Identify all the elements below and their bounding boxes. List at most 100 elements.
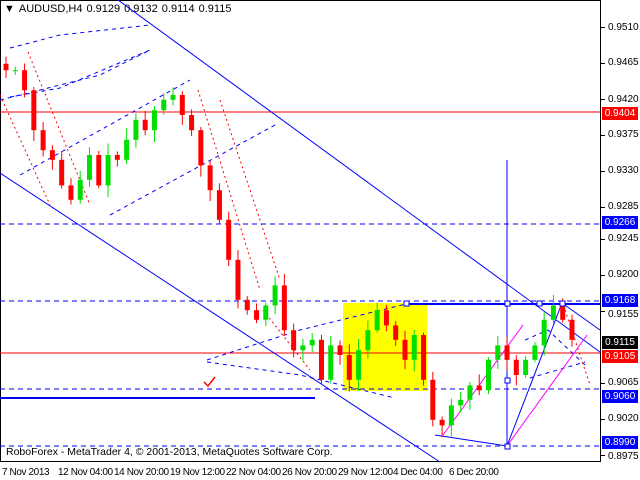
candle-body (263, 305, 269, 320)
candle-body (151, 110, 157, 131)
candle-body (142, 119, 148, 131)
red-dotted-projection (564, 309, 591, 386)
price-tick-mark (601, 419, 605, 420)
candle-body (189, 115, 195, 131)
anchor-marker[interactable] (559, 300, 566, 307)
anchor-marker[interactable] (504, 443, 511, 450)
candle-body (467, 385, 473, 400)
ohlc-open: 0.9129 (86, 3, 121, 15)
time-tick-label: 12 Nov 04:00 (58, 467, 113, 478)
price-tick-label: 0.9245 (608, 233, 639, 244)
price-level-tag: 0.9168 (602, 294, 638, 307)
candle-body (300, 345, 306, 351)
price-tick-label: 0.9375 (608, 129, 639, 140)
candle-body (96, 155, 102, 186)
price-tick-label: 0.9155 (608, 309, 639, 320)
trend-channel-lower (0, 172, 441, 463)
trend-channel-upper (117, 0, 601, 353)
candle-body (87, 155, 93, 180)
candle-body (532, 345, 538, 360)
chart-header: ▼ AUDUSD,H4 0.9129 0.9132 0.9114 0.9115 (4, 3, 235, 15)
anchor-marker[interactable] (504, 377, 511, 384)
candle-body (495, 345, 501, 360)
price-tick-label: 0.9465 (608, 57, 639, 68)
candle-body (569, 319, 575, 340)
candle-body (291, 330, 297, 351)
candle-body (476, 385, 482, 391)
chart-frame (0, 0, 601, 462)
candle-body (560, 305, 566, 320)
price-tick-mark (601, 27, 605, 28)
candle-body (170, 95, 176, 100)
candle-body (179, 95, 185, 115)
candle-body (216, 190, 222, 220)
ohlc-low: 0.9114 (161, 3, 195, 15)
candle-body (541, 319, 547, 346)
candle-body (383, 310, 389, 326)
price-level-tag: 0.9266 (602, 216, 638, 229)
candle-body (513, 359, 519, 375)
time-tick-label: 4 Dec 04:00 (393, 467, 443, 478)
candle-body (105, 155, 111, 186)
price-tick-label: 0.9330 (608, 165, 639, 176)
candle-body (504, 345, 510, 360)
price-tick-mark (601, 455, 605, 456)
candle-body (68, 185, 74, 200)
anchor-marker[interactable] (536, 300, 543, 307)
candle-body (254, 310, 260, 320)
candle-body (40, 130, 46, 151)
candle-body (430, 379, 436, 420)
candle-body (161, 99, 167, 111)
price-tick-label: 0.9285 (608, 201, 639, 212)
price-tick-label: 0.9510 (608, 22, 639, 33)
price-tick-mark (601, 63, 605, 64)
candle-body (12, 70, 18, 72)
price-tick-label: 0.9020 (608, 413, 639, 424)
price-tick-mark (601, 135, 605, 136)
anchor-marker[interactable] (403, 300, 410, 307)
time-tick-label: 7 Nov 2013 (2, 467, 50, 478)
copyright-text: RoboForex - MetaTrader 4, © 2001-2013, M… (6, 446, 333, 458)
price-level-tag: 0.9115 (602, 336, 638, 349)
price-tick-label: 0.9420 (608, 94, 639, 105)
candle-body (226, 219, 232, 260)
price-tick-mark (601, 275, 605, 276)
price-level-tag: 0.9105 (602, 350, 638, 363)
symbol-label: AUDUSD,H4 (18, 3, 83, 15)
candle-body (365, 330, 371, 351)
candle-body (31, 90, 37, 131)
price-tick-label: 0.8975 (608, 451, 639, 462)
price-tick-mark (601, 383, 605, 384)
candle-body (114, 155, 120, 160)
candle-body (550, 305, 556, 320)
candle-body (402, 339, 408, 360)
price-level-tag: 0.9404 (602, 107, 638, 120)
red-dotted-channel-2 (197, 89, 311, 371)
red-dotted-channel-1 (0, 51, 91, 206)
time-tick-label: 29 Nov 12:00 (338, 467, 393, 478)
candle-body (448, 405, 454, 426)
candle-body (328, 345, 334, 380)
time-tick-label: 14 Nov 20:00 (114, 467, 169, 478)
candle-body (281, 285, 287, 331)
candle-body (393, 325, 399, 340)
dashed-channel-mid (19, 79, 276, 216)
candle-body (337, 345, 343, 355)
candle-body (356, 350, 362, 380)
time-tick-label: 6 Dec 20:00 (449, 467, 499, 478)
magenta-channel-upper (442, 324, 524, 436)
check-mark-icon (203, 376, 216, 388)
price-tick-mark (601, 239, 605, 240)
candle-body (523, 359, 529, 375)
triangle-line-1 (434, 434, 508, 447)
candle-body (49, 150, 55, 160)
candle-body (439, 419, 445, 426)
magenta-channel-lower (506, 334, 588, 447)
candle-body (458, 399, 464, 406)
dropdown-triangle-icon[interactable]: ▼ (4, 3, 15, 15)
time-tick-label: 22 Nov 04:00 (226, 467, 281, 478)
ohlc-high: 0.9132 (124, 3, 158, 15)
anchor-marker[interactable] (504, 300, 511, 307)
candle-body (272, 285, 278, 306)
